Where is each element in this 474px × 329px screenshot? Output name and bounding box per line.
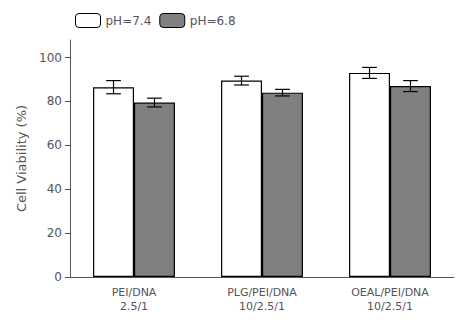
svg-text:100: 100 (39, 51, 62, 65)
svg-text:PEI/DNA: PEI/DNA (112, 286, 157, 299)
svg-text:10/2.5/1: 10/2.5/1 (239, 300, 285, 313)
svg-text:pH=7.4: pH=7.4 (106, 14, 152, 28)
svg-text:OEAL/PEI/DNA: OEAL/PEI/DNA (351, 286, 429, 299)
svg-text:60: 60 (47, 138, 62, 152)
svg-text:pH=6.8: pH=6.8 (190, 14, 236, 28)
svg-text:20: 20 (47, 226, 62, 240)
svg-text:80: 80 (47, 94, 62, 108)
svg-text:Cell Viability (%): Cell Viability (%) (14, 105, 29, 212)
svg-text:10/2.5/1: 10/2.5/1 (367, 300, 413, 313)
svg-text:2.5/1: 2.5/1 (120, 300, 148, 313)
svg-text:40: 40 (47, 182, 62, 196)
svg-text:PLG/PEI/DNA: PLG/PEI/DNA (227, 286, 297, 299)
svg-text:0: 0 (54, 270, 62, 284)
